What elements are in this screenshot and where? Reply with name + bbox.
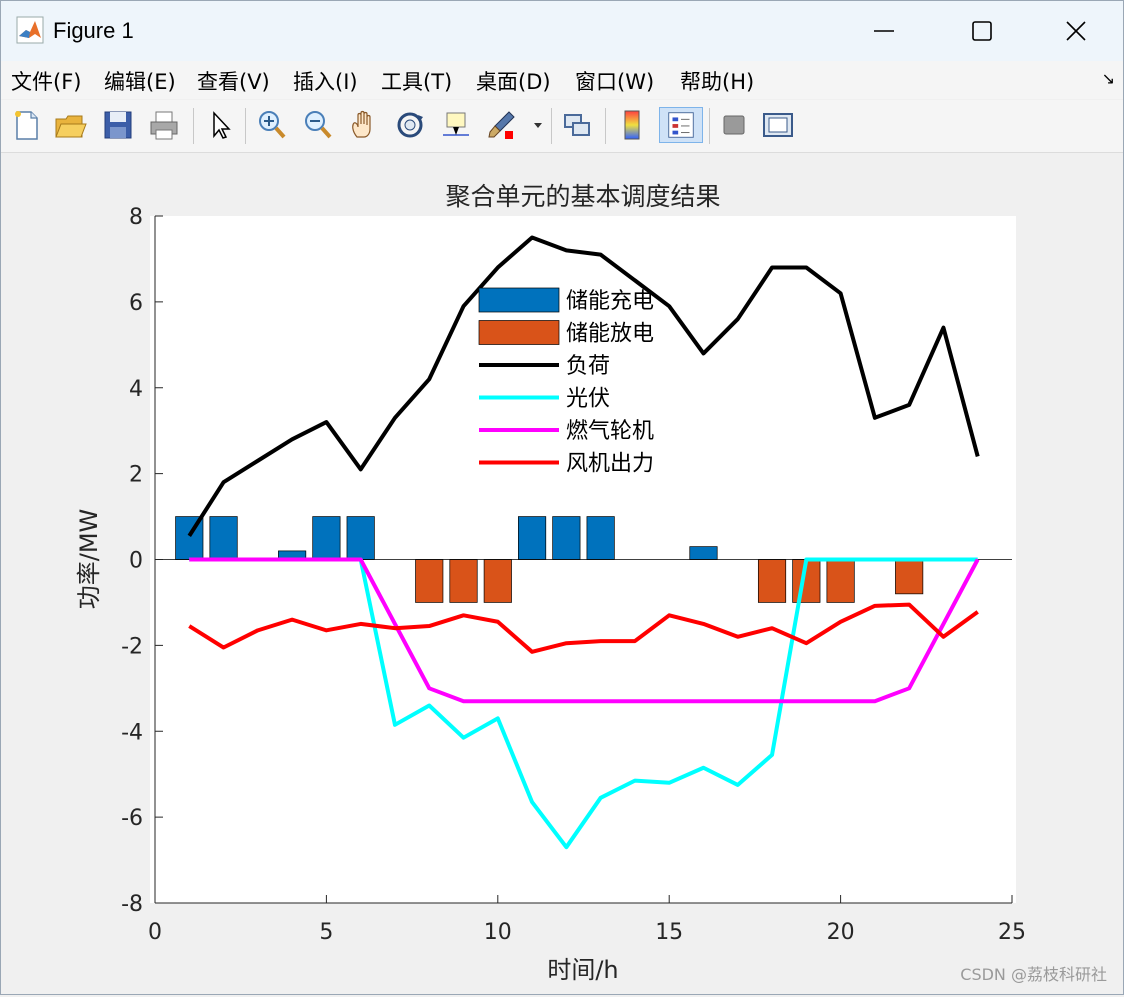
figure-canvas: 0 5 10 15 20 25 8 6 4 2 0 -2 -4 -6 -8 储能充电 储能放电 负荷 光伏 燃气轮机…: [1, 153, 1123, 993]
x-tick-label: 15: [655, 920, 683, 945]
y-tick-label: -8: [121, 892, 143, 917]
print-icon[interactable]: [147, 107, 181, 143]
legend-label: 负荷: [566, 354, 610, 379]
select-arrow-icon[interactable]: [203, 107, 237, 143]
discharge-bar: [415, 559, 444, 603]
colorbar-icon[interactable]: [615, 107, 649, 143]
load-line: [187, 235, 980, 537]
menu-view[interactable]: 查看(V): [197, 70, 270, 94]
link-plot-icon[interactable]: [561, 107, 595, 143]
x-axis-label: 时间/h: [547, 956, 618, 984]
y-tick-label: 0: [129, 549, 143, 574]
discharge-bar: [757, 559, 787, 603]
window-title: Figure 1: [53, 18, 134, 43]
toolbar-separator: [551, 108, 552, 144]
x-tick-label: 0: [148, 920, 162, 945]
brush-dropdown-icon[interactable]: [529, 107, 547, 143]
zoom-in-icon[interactable]: [255, 107, 289, 143]
y-tick-label: -6: [121, 806, 143, 831]
menu-tools[interactable]: 工具(T): [381, 70, 453, 94]
maximize-button[interactable]: [959, 9, 1005, 53]
legend-label: 储能充电: [566, 289, 654, 314]
dock-arrow-icon[interactable]: ↘: [1101, 69, 1115, 88]
chart-title: 聚合单元的基本调度结果: [445, 182, 720, 211]
menu-edit[interactable]: 编辑(E): [104, 70, 176, 94]
y-tick-label: 6: [129, 291, 143, 316]
legend-swatch: [478, 320, 560, 345]
y-tick-label: 8: [129, 205, 143, 230]
charge-bar: [552, 516, 581, 560]
menu-window[interactable]: 窗口(W): [575, 70, 655, 94]
legend-swatch: [478, 287, 560, 313]
legend-icon[interactable]: [659, 107, 703, 143]
discharge-bar: [826, 559, 855, 603]
data-cursor-icon[interactable]: [439, 107, 473, 143]
toolbar: [1, 100, 1123, 153]
charge-bar: [689, 546, 718, 560]
x-tick-label: 25: [998, 920, 1026, 945]
pan-hand-icon[interactable]: [347, 107, 381, 143]
legend-label: 风机出力: [566, 452, 654, 477]
y-tick-label: -4: [121, 720, 143, 745]
discharge-bar: [449, 559, 478, 603]
discharge-bar: [483, 559, 512, 603]
charge-bar: [518, 516, 547, 560]
charge-bar: [346, 516, 375, 560]
menu-insert[interactable]: 插入(I): [293, 70, 358, 94]
charge-bar: [209, 516, 238, 560]
menu-desktop[interactable]: 桌面(D): [476, 70, 551, 94]
watermark: CSDN @荔枝科研社: [960, 965, 1107, 984]
x-tick-label: 10: [484, 920, 512, 945]
legend-label: 燃气轮机: [566, 419, 654, 444]
menu-help[interactable]: 帮助(H): [680, 70, 755, 94]
brush-icon[interactable]: [485, 107, 519, 143]
charge-bar: [312, 516, 341, 560]
x-tick-label: 20: [827, 920, 855, 945]
hide-plot-tools-icon[interactable]: [717, 107, 751, 143]
menu-bar: 文件(F) 编辑(E) 查看(V) 插入(I) 工具(T) 桌面(D) 窗口(W…: [1, 61, 1123, 99]
y-tick-label: -2: [121, 634, 143, 659]
toolbar-separator: [605, 108, 606, 144]
toolbar-separator: [709, 108, 710, 144]
show-plot-tools-icon[interactable]: [761, 107, 795, 143]
toolbar-separator: [245, 108, 246, 144]
legend-label: 光伏: [566, 387, 610, 412]
open-file-icon[interactable]: [53, 107, 87, 143]
gas-turbine-line: [189, 557, 980, 704]
wind-line: [188, 602, 979, 654]
discharge-bar: [895, 559, 924, 595]
new-figure-icon[interactable]: [9, 107, 43, 143]
menu-file[interactable]: 文件(F): [11, 70, 82, 94]
matlab-logo-icon: [16, 16, 44, 44]
toolbar-separator: [193, 108, 194, 144]
save-icon[interactable]: [101, 107, 135, 143]
zoom-out-icon[interactable]: [301, 107, 335, 143]
charge-bar: [586, 516, 615, 560]
legend-label: 储能放电: [566, 322, 654, 347]
y-axis-label: 功率/MW: [75, 509, 103, 610]
minimize-button[interactable]: [861, 9, 907, 53]
title-bar: Figure 1: [1, 1, 1123, 61]
rotate-3d-icon[interactable]: [393, 107, 427, 143]
x-tick-label: 5: [319, 920, 333, 945]
y-tick-label: 4: [129, 377, 143, 402]
close-button[interactable]: [1053, 9, 1099, 53]
y-tick-label: 2: [129, 463, 143, 488]
